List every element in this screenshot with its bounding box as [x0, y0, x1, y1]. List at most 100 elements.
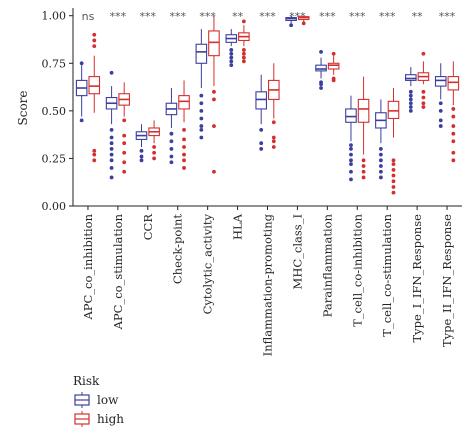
high-outlier-point — [361, 158, 366, 163]
high-outlier-point — [391, 158, 396, 163]
x-category-label: CCR — [141, 214, 155, 241]
high-box — [208, 30, 220, 57]
high-outlier-point — [451, 107, 456, 111]
legend-label-high: high — [97, 412, 124, 426]
y-tick-label: 0.50 — [42, 105, 67, 118]
high-outlier-point — [182, 145, 186, 149]
high-outlier-point — [182, 152, 186, 157]
low-outlier-point — [438, 101, 443, 106]
high-outlier-point — [182, 137, 186, 142]
low-outlier-point — [109, 175, 114, 180]
y-tick-label: 1.00 — [42, 10, 67, 23]
low-outlier-point — [199, 93, 204, 98]
low-outlier-point — [319, 82, 323, 87]
low-outlier-point — [109, 166, 114, 170]
high-outlier-point — [152, 150, 157, 155]
high-outlier-point — [241, 59, 246, 64]
low-outlier-point — [259, 141, 264, 146]
low-outlier-point — [438, 118, 443, 123]
low-outlier-point — [199, 101, 204, 106]
x-category-label: Cytolytic_activity — [201, 214, 215, 315]
low-outlier-point — [229, 55, 234, 60]
low-outlier-point — [378, 158, 383, 163]
high-outlier-point — [451, 131, 456, 136]
low-outlier-point — [408, 93, 413, 98]
high-outlier-point — [391, 190, 396, 195]
low-outlier-point — [109, 70, 114, 75]
high-outlier-point — [331, 78, 336, 83]
low-outlier-point — [79, 118, 84, 123]
high-outlier-point — [92, 158, 97, 163]
low-outlier-point — [349, 162, 353, 167]
y-tick-label: 0.75 — [42, 57, 67, 70]
low-outlier-point — [109, 158, 114, 163]
high-outlier-point — [152, 156, 157, 161]
high-outlier-point — [92, 152, 97, 157]
significance-label: ** — [412, 10, 424, 23]
low-outlier-point — [349, 143, 353, 148]
low-outlier-point — [349, 158, 353, 163]
low-outlier-point — [169, 160, 174, 165]
low-outlier-point — [259, 147, 264, 151]
low-outlier-point — [378, 147, 383, 151]
high-outlier-point — [271, 145, 276, 149]
low-outlier-point — [109, 135, 114, 140]
x-category-label: Type_II_IFN_Response — [440, 214, 454, 347]
high-outlier-point — [301, 21, 306, 26]
high-box — [327, 62, 340, 70]
x-category-label: Parainflammation — [320, 213, 334, 317]
significance-label: ** — [232, 10, 244, 23]
high-outlier-point — [451, 139, 456, 144]
high-outlier-point — [122, 169, 127, 174]
high-outlier-point — [421, 51, 426, 56]
low-outlier-point — [289, 23, 294, 28]
low-outlier-point — [199, 108, 204, 113]
low-outlier-point — [79, 61, 84, 66]
high-outlier-point — [152, 145, 157, 149]
low-outlier-point — [408, 89, 413, 94]
low-box — [255, 91, 267, 110]
high-outlier-point — [122, 160, 127, 165]
high-outlier-point — [241, 55, 246, 60]
significance-label: ns — [82, 10, 95, 23]
low-outlier-point — [169, 131, 174, 136]
high-outlier-point — [122, 118, 127, 123]
low-outlier-point — [169, 147, 174, 151]
low-outlier-point — [199, 135, 204, 140]
low-outlier-point — [109, 141, 114, 146]
x-category-label: T_cell_co-stimulation — [380, 213, 394, 336]
high-outlier-point — [212, 89, 216, 94]
high-outlier-point — [331, 51, 336, 56]
high-box — [357, 98, 370, 123]
low-box — [315, 64, 327, 72]
low-outlier-point — [408, 105, 413, 109]
low-outlier-point — [319, 86, 323, 90]
x-category-label: HLA — [231, 213, 245, 240]
low-box — [345, 108, 357, 123]
y-tick-label: 0.25 — [42, 152, 67, 165]
x-category-label: APC_co_inhibition — [81, 213, 95, 320]
significance-label: *** — [199, 10, 216, 23]
high-outlier-point — [241, 48, 246, 52]
high-box — [387, 100, 400, 120]
high-outlier-point — [92, 148, 97, 153]
low-outlier-point — [229, 51, 234, 56]
low-outlier-point — [378, 164, 383, 168]
high-outlier-point — [212, 124, 216, 128]
high-outlier-point — [391, 185, 396, 189]
high-outlier-point — [271, 120, 276, 125]
y-tick-label: 0.00 — [42, 200, 67, 213]
high-outlier-point — [421, 101, 426, 106]
low-box — [434, 76, 447, 87]
high-outlier-point — [451, 150, 456, 155]
x-category-label: T_cell_co-inhibition — [350, 213, 364, 326]
legend-label-low: low — [97, 393, 119, 407]
low-outlier-point — [229, 59, 234, 64]
low-outlier-point — [109, 152, 114, 157]
low-outlier-point — [169, 139, 174, 144]
high-outlier-point — [391, 179, 396, 184]
high-outlier-point — [92, 32, 97, 37]
low-outlier-point — [199, 116, 204, 121]
low-outlier-point — [169, 154, 174, 159]
y-axis-title: Score — [16, 90, 30, 125]
